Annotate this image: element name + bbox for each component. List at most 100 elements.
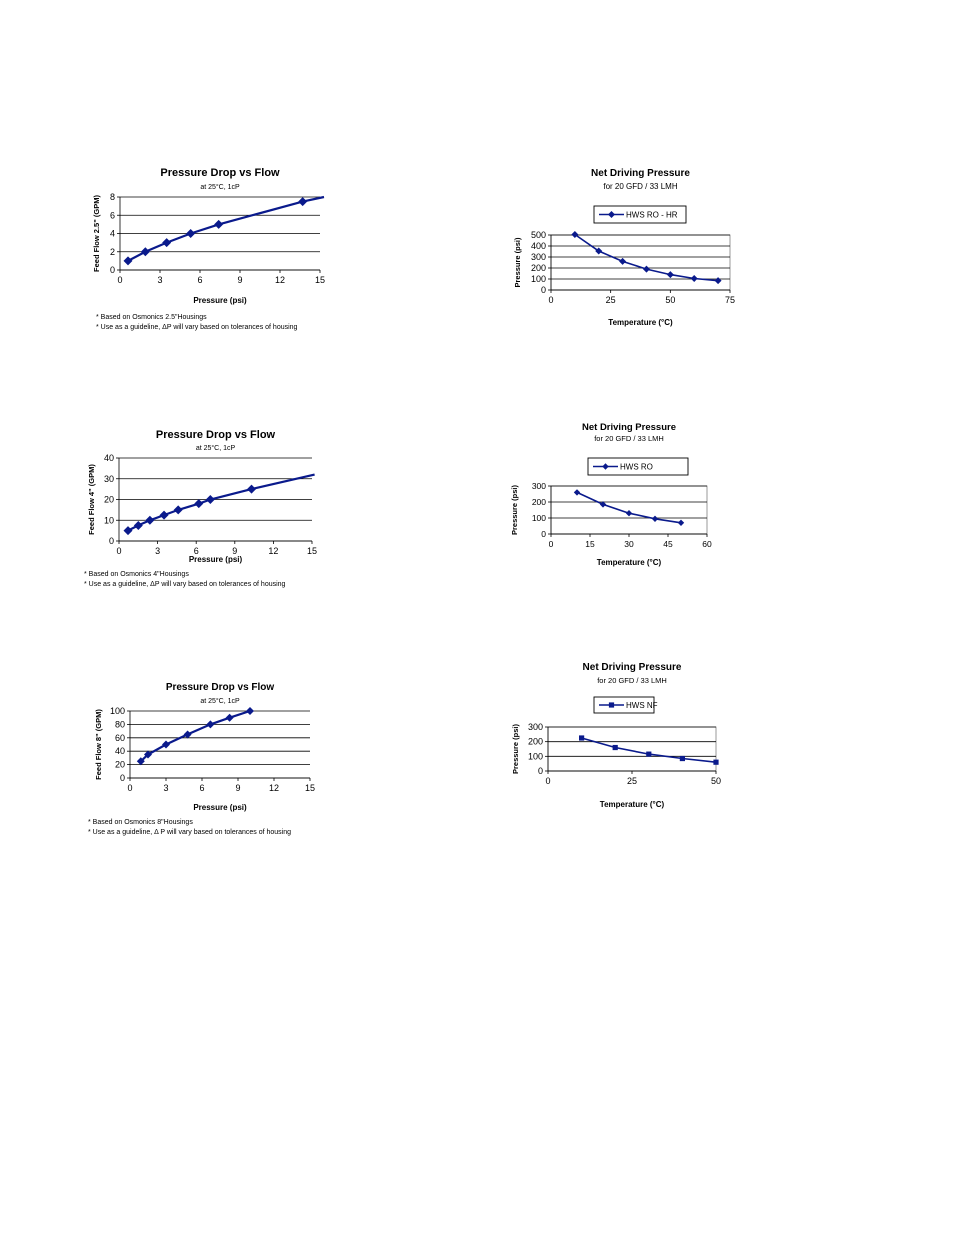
data-point <box>162 740 170 749</box>
chart-ndp-hws-ro-hr-svg: Net Driving Pressure for 20 GFD / 33 LMH 0… <box>513 168 735 327</box>
data-point <box>246 707 254 715</box>
x-tick-label: 9 <box>232 546 237 556</box>
footnote-4-housings: * Based on Osmonics 4"Housings <box>84 571 189 578</box>
x-tick-label: 9 <box>237 275 242 285</box>
data-point <box>214 219 224 229</box>
x-tick-label: 0 <box>548 295 553 305</box>
x-tick-label: 6 <box>194 546 199 556</box>
data-point <box>690 274 698 282</box>
chart-title: Pressure Drop vs Flow <box>160 167 280 179</box>
chart-title: Pressure Drop vs Flow <box>156 429 276 441</box>
x-tick-label: 0 <box>549 539 554 549</box>
x-tick-label: 0 <box>545 776 550 786</box>
chart-subtitle: at 25°C, 1cP <box>196 444 236 452</box>
data-point <box>714 277 722 285</box>
data-point <box>666 271 674 279</box>
x-tick-label: 9 <box>235 783 240 793</box>
y-tick-label: 6 <box>110 210 115 220</box>
chart-pressure-drop-4: Pressure Drop vs Flow at 25°C, 1cP 0 10 20 30… <box>80 424 340 570</box>
footnote-2-5-guideline: * Use as a guideline, ΔP will vary based… <box>96 324 298 331</box>
x-tick-label: 3 <box>155 546 160 556</box>
x-tick-label: 15 <box>315 275 325 285</box>
data-point <box>679 755 685 762</box>
y-tick-label: 200 <box>528 737 543 747</box>
x-tick-label: 50 <box>665 295 675 305</box>
data-point <box>579 735 585 741</box>
legend-label: HWS RO - HR <box>626 211 678 220</box>
y-tick-label: 4 <box>110 229 115 239</box>
data-point <box>599 501 607 508</box>
y-tick-label: 40 <box>104 453 114 463</box>
data-point <box>173 505 183 515</box>
y-tick-label: 100 <box>110 706 125 716</box>
x-tick-label: 0 <box>117 275 122 285</box>
x-tick-label: 50 <box>711 776 721 786</box>
data-point <box>619 257 627 265</box>
y-tick-label: 300 <box>528 722 543 732</box>
data-point <box>206 720 215 729</box>
y-tick-label: 0 <box>541 285 546 295</box>
x-tick-label: 60 <box>702 539 712 549</box>
data-point <box>625 510 633 517</box>
x-tick-label: 30 <box>624 539 634 549</box>
data-point <box>133 520 143 530</box>
x-axis-title: Temperature (°C) <box>608 318 673 327</box>
x-tick-label: 6 <box>199 783 204 793</box>
data-point <box>159 510 169 520</box>
data-point <box>595 247 603 255</box>
y-tick-label: 0 <box>538 766 543 776</box>
data-point <box>573 489 581 496</box>
y-tick-label: 60 <box>115 733 125 743</box>
y-tick-label: 400 <box>531 241 546 251</box>
x-tick-label: 25 <box>627 776 637 786</box>
chart-title: Pressure Drop vs Flow <box>166 682 275 693</box>
y-tick-label: 2 <box>110 247 115 257</box>
data-point <box>677 519 685 526</box>
chart-pressure-drop-8: Pressure Drop vs Flow at 25°C, 1cP 0 20 40 60… <box>80 676 340 818</box>
x-tick-label: 0 <box>116 546 121 556</box>
y-tick-label: 200 <box>532 497 546 507</box>
chart-pressure-drop-2-5-svg: Pressure Drop vs Flow at 25°C, 1cP 0 2 4 6 8 0 3… <box>92 167 325 305</box>
data-point <box>646 751 652 757</box>
chart-subtitle: at 25°C, 1cP <box>200 697 240 705</box>
data-point <box>123 526 133 536</box>
y-tick-label: 100 <box>528 751 543 761</box>
y-tick-label: 0 <box>109 536 114 546</box>
plot-frame <box>550 234 731 291</box>
data-point <box>612 744 618 751</box>
data-point <box>186 229 196 238</box>
y-tick-label: 20 <box>104 495 114 505</box>
footnote-4-guideline: * Use as a guideline, ΔP will vary based… <box>84 581 286 588</box>
y-tick-label: 500 <box>531 230 546 240</box>
x-tick-label: 12 <box>275 275 285 285</box>
data-point <box>140 247 150 257</box>
footnote-8-guideline: * Use as a guideline, Δ P will vary base… <box>88 829 291 836</box>
y-axis-title: Pressure (psi) <box>511 723 520 774</box>
data-point <box>183 730 192 739</box>
x-tick-label: 12 <box>269 783 279 793</box>
y-tick-label: 0 <box>110 265 115 275</box>
data-point <box>571 230 579 238</box>
x-tick-label: 3 <box>157 275 162 285</box>
data-point <box>642 265 650 273</box>
chart-title: Net Driving Pressure <box>583 662 682 673</box>
legend-label: HWS NF <box>626 701 658 710</box>
chart-ndp-hws-nf-svg: Net Driving Pressure for 20 GFD / 33 LMH 0… <box>511 662 721 809</box>
y-tick-label: 30 <box>104 474 114 484</box>
x-axis-title: Pressure (psi) <box>193 803 247 812</box>
x-tick-label: 25 <box>606 295 616 305</box>
data-point <box>144 750 152 759</box>
x-axis-title: Temperature (°C) <box>597 558 662 567</box>
chart-subtitle: at 25°C, 1cP <box>200 183 240 191</box>
y-axis-title: Pressure (psi) <box>510 484 519 535</box>
y-tick-label: 20 <box>115 760 125 770</box>
x-tick-label: 15 <box>585 539 595 549</box>
x-tick-label: 0 <box>127 783 132 793</box>
chart-ndp-hws-ro: Net Driving Pressure for 20 GFD / 33 LMH 0… <box>500 415 740 575</box>
y-axis-title: Feed Flow 4" (GPM) <box>87 464 96 535</box>
y-tick-label: 0 <box>541 529 546 539</box>
chart-subtitle: for 20 GFD / 33 LMH <box>597 676 667 685</box>
legend-label: HWS RO <box>620 463 653 472</box>
y-tick-label: 200 <box>531 263 546 273</box>
